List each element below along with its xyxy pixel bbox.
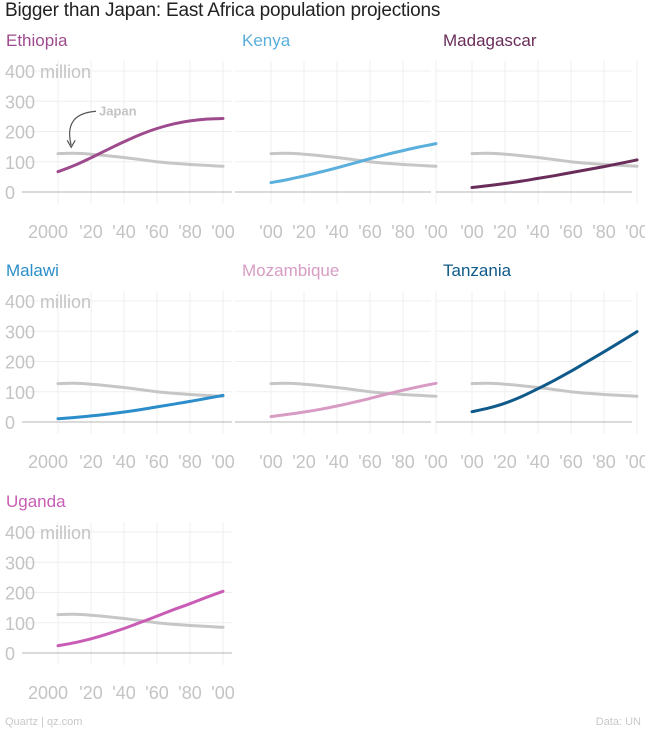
x-tick-label-malawi-5: '00 bbox=[211, 452, 234, 472]
source-label: Quartz | qz.com bbox=[5, 716, 83, 728]
x-tick-label-uganda-1: '20 bbox=[79, 683, 102, 703]
y-tick-label-uganda-2: 200 bbox=[5, 584, 35, 604]
x-tick-label-mozambique-1: '20 bbox=[292, 452, 315, 472]
series-line-uganda bbox=[56, 589, 225, 648]
japan-line-tanzania bbox=[470, 381, 639, 398]
series-line-kenya bbox=[269, 142, 438, 185]
series-line-ethiopia bbox=[56, 117, 225, 174]
x-tick-label-kenya-3: '60 bbox=[358, 222, 381, 242]
x-tick-label-ethiopia-5: '00 bbox=[211, 222, 234, 242]
chart-title: Bigger than Japan: East Africa populatio… bbox=[5, 0, 441, 21]
x-tick-label-kenya-1: '20 bbox=[292, 222, 315, 242]
x-tick-label-kenya-2: '40 bbox=[325, 222, 348, 242]
x-tick-label-kenya-4: '80 bbox=[391, 222, 414, 242]
japan-line-kenya bbox=[269, 151, 438, 168]
y-tick-label-malawi-1: 100 bbox=[5, 383, 35, 403]
y-tick-label-malawi-3: 300 bbox=[5, 322, 35, 342]
x-tick-label-kenya-5: '00 bbox=[424, 222, 447, 242]
x-tick-label-tanzania-2: '40 bbox=[526, 452, 549, 472]
credit-label: Data: UN bbox=[595, 716, 641, 728]
series-line-tanzania bbox=[470, 330, 639, 414]
series-line-madagascar bbox=[470, 158, 639, 189]
x-tick-label-madagascar-4: '80 bbox=[592, 222, 615, 242]
x-tick-label-tanzania-4: '80 bbox=[592, 452, 615, 472]
y-tick-label-malawi-2: 200 bbox=[5, 353, 35, 373]
x-tick-label-uganda-4: '80 bbox=[178, 683, 201, 703]
series-line-malawi bbox=[56, 393, 225, 421]
y-tick-label-uganda-3: 300 bbox=[5, 553, 35, 573]
japan-line-ethiopia bbox=[56, 151, 225, 168]
x-tick-label-malawi-4: '80 bbox=[178, 452, 201, 472]
x-tick-label-madagascar-3: '60 bbox=[559, 222, 582, 242]
panel-title-uganda: Uganda bbox=[6, 492, 66, 511]
x-tick-label-mozambique-5: '00 bbox=[424, 452, 447, 472]
panel-title-kenya: Kenya bbox=[242, 31, 291, 50]
y-tick-label-uganda-4: 400 million bbox=[5, 523, 91, 543]
panel-title-mozambique: Mozambique bbox=[242, 261, 339, 280]
x-tick-label-ethiopia-1: '20 bbox=[79, 222, 102, 242]
x-tick-label-ethiopia-4: '80 bbox=[178, 222, 201, 242]
x-tick-label-tanzania-1: '20 bbox=[493, 452, 516, 472]
annotation-japan: Japan bbox=[99, 103, 137, 118]
y-tick-label-ethiopia-4: 400 million bbox=[5, 62, 91, 82]
japan-line-uganda bbox=[56, 612, 225, 629]
panel-title-tanzania: Tanzania bbox=[443, 261, 512, 280]
y-tick-label-uganda-0: 0 bbox=[5, 644, 15, 664]
y-tick-label-uganda-1: 100 bbox=[5, 614, 35, 634]
x-tick-label-madagascar-0: '00 bbox=[460, 222, 483, 242]
x-tick-label-malawi-2: '40 bbox=[112, 452, 135, 472]
x-tick-label-uganda-3: '60 bbox=[145, 683, 168, 703]
japan-line-malawi bbox=[56, 381, 225, 398]
japan-line-mozambique bbox=[269, 381, 438, 398]
panel-title-ethiopia: Ethiopia bbox=[6, 31, 68, 50]
annotation-arrowhead bbox=[66, 139, 76, 149]
x-tick-label-madagascar-2: '40 bbox=[526, 222, 549, 242]
x-tick-label-malawi-3: '60 bbox=[145, 452, 168, 472]
x-tick-label-ethiopia-0: 2000 bbox=[28, 222, 68, 242]
series-line-mozambique bbox=[269, 381, 438, 419]
y-tick-label-ethiopia-2: 200 bbox=[5, 123, 35, 143]
panel-title-madagascar: Madagascar bbox=[443, 31, 537, 50]
y-tick-label-malawi-4: 400 million bbox=[5, 292, 91, 312]
x-tick-label-uganda-0: 2000 bbox=[28, 683, 68, 703]
x-tick-label-mozambique-3: '60 bbox=[358, 452, 381, 472]
x-tick-label-mozambique-2: '40 bbox=[325, 452, 348, 472]
x-tick-label-uganda-5: '00 bbox=[211, 683, 234, 703]
x-tick-label-madagascar-1: '20 bbox=[493, 222, 516, 242]
x-tick-label-tanzania-3: '60 bbox=[559, 452, 582, 472]
y-tick-label-malawi-0: 0 bbox=[5, 413, 15, 433]
panel-title-malawi: Malawi bbox=[6, 261, 59, 280]
x-tick-label-malawi-0: 2000 bbox=[28, 452, 68, 472]
x-tick-label-tanzania-0: '00 bbox=[460, 452, 483, 472]
annotation-arrow bbox=[69, 110, 97, 146]
x-tick-label-tanzania-5: '00 bbox=[625, 452, 645, 472]
x-tick-label-ethiopia-3: '60 bbox=[145, 222, 168, 242]
x-tick-label-kenya-0: '00 bbox=[259, 222, 282, 242]
y-tick-label-ethiopia-1: 100 bbox=[5, 153, 35, 173]
y-tick-label-ethiopia-0: 0 bbox=[5, 183, 15, 203]
x-tick-label-mozambique-4: '80 bbox=[391, 452, 414, 472]
x-tick-label-uganda-2: '40 bbox=[112, 683, 135, 703]
x-tick-label-madagascar-5: '00 bbox=[625, 222, 645, 242]
x-tick-label-mozambique-0: '00 bbox=[259, 452, 282, 472]
x-tick-label-ethiopia-2: '40 bbox=[112, 222, 135, 242]
y-tick-label-ethiopia-3: 300 bbox=[5, 92, 35, 112]
x-tick-label-malawi-1: '20 bbox=[79, 452, 102, 472]
